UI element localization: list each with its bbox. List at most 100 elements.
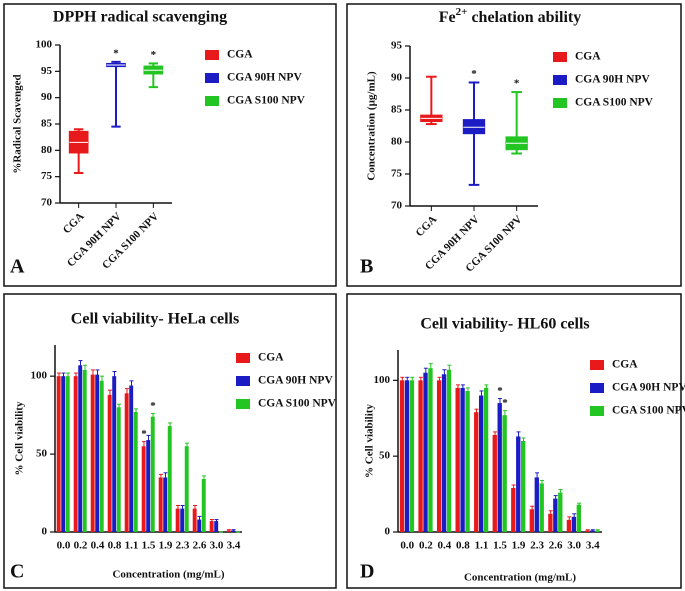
bar bbox=[124, 393, 129, 532]
bar bbox=[418, 380, 423, 532]
bar bbox=[441, 374, 447, 532]
bar bbox=[146, 440, 151, 532]
x-tick-label: 0.2 bbox=[419, 540, 433, 552]
y-tick-label: 100 bbox=[31, 370, 48, 382]
legend-label: CGA S100 NPV bbox=[258, 398, 337, 410]
bar bbox=[521, 441, 526, 532]
x-tick-label: 0.0 bbox=[400, 540, 414, 552]
legend-swatch bbox=[205, 50, 219, 60]
bar bbox=[129, 385, 134, 532]
legend-label: CGA bbox=[258, 352, 284, 364]
panel-label: B bbox=[360, 256, 373, 278]
x-tick-label: CGA bbox=[61, 210, 87, 236]
annotation: * bbox=[141, 428, 147, 440]
panel-label: A bbox=[10, 256, 25, 278]
y-tick-label: 50 bbox=[36, 448, 48, 460]
bar bbox=[585, 530, 590, 532]
bar bbox=[566, 519, 572, 532]
x-axis-label: Concentration (mg/mL) bbox=[112, 569, 224, 581]
y-tick-label: 70 bbox=[41, 197, 53, 209]
box bbox=[462, 119, 486, 135]
x-tick-label: 1.9 bbox=[159, 540, 173, 552]
legend-swatch bbox=[205, 96, 219, 106]
bar bbox=[502, 415, 507, 532]
bar bbox=[82, 369, 87, 532]
x-tick-label: 0.8 bbox=[108, 540, 122, 552]
x-tick-label: 0.4 bbox=[437, 540, 451, 552]
bar bbox=[423, 372, 428, 532]
bar bbox=[167, 426, 172, 532]
y-axis-label: %Radical Scavenged bbox=[12, 74, 24, 173]
chart-title: Fe2+ chelation ability bbox=[439, 6, 581, 26]
bar bbox=[95, 374, 100, 532]
legend-swatch bbox=[553, 98, 567, 108]
y-tick-label: 85 bbox=[391, 104, 403, 116]
bar bbox=[192, 508, 197, 532]
legend-label: CGA S100 NPV bbox=[227, 95, 306, 107]
x-tick-label: 2.3 bbox=[176, 540, 190, 552]
chart-title: Cell viability- HeLa cells bbox=[71, 311, 239, 328]
x-tick-label: 3.4 bbox=[227, 540, 241, 552]
y-tick-label: 90 bbox=[41, 91, 53, 103]
legend-swatch bbox=[553, 75, 567, 85]
bar bbox=[548, 513, 553, 532]
bar bbox=[99, 380, 104, 532]
bar bbox=[595, 530, 600, 532]
y-tick-label: 100 bbox=[36, 39, 53, 51]
bar bbox=[492, 434, 497, 532]
bar bbox=[184, 446, 189, 532]
annotation: * bbox=[514, 78, 520, 90]
x-axis-label: Concentration (mg/mL) bbox=[464, 572, 576, 584]
bar bbox=[141, 446, 146, 532]
bar bbox=[180, 508, 185, 532]
bar bbox=[534, 477, 539, 532]
bar bbox=[478, 395, 484, 532]
bar bbox=[112, 376, 117, 532]
bar bbox=[576, 504, 581, 532]
bar bbox=[56, 376, 61, 532]
annotation: * bbox=[113, 47, 119, 59]
x-tick-label: 3.0 bbox=[210, 540, 224, 552]
legend-label: CGA 90H NPV bbox=[612, 382, 685, 394]
annotation: * bbox=[151, 49, 157, 61]
legend-label: CGA bbox=[227, 49, 253, 61]
bar bbox=[511, 488, 516, 532]
chart-title: Cell viability- HL60 cells bbox=[420, 316, 589, 333]
x-tick-label: 2.6 bbox=[193, 540, 207, 552]
bar bbox=[553, 498, 558, 532]
y-tick-label: 50 bbox=[379, 450, 391, 462]
y-axis-label: % Cell viability bbox=[364, 404, 376, 478]
bar bbox=[590, 530, 595, 532]
bar bbox=[197, 519, 202, 532]
bar bbox=[558, 492, 563, 532]
bar bbox=[61, 376, 66, 532]
bar bbox=[497, 403, 502, 532]
annotation: * bbox=[471, 68, 477, 80]
bar bbox=[455, 387, 460, 532]
bar bbox=[446, 369, 452, 532]
bar bbox=[436, 380, 442, 532]
bar bbox=[214, 521, 219, 532]
y-tick-label: 75 bbox=[41, 170, 53, 182]
panel-label: D bbox=[360, 561, 374, 583]
title-text: chelation ability bbox=[467, 9, 581, 26]
bar bbox=[465, 390, 470, 532]
title-text: Fe bbox=[439, 9, 456, 26]
bar bbox=[73, 376, 78, 532]
panel-border bbox=[346, 293, 682, 589]
title-superscript: 2+ bbox=[456, 6, 468, 18]
bar bbox=[399, 380, 405, 532]
x-tick-label: 0.0 bbox=[57, 540, 71, 552]
bar bbox=[460, 387, 465, 532]
bar bbox=[201, 479, 206, 532]
bar bbox=[529, 509, 535, 532]
legend-label: CGA bbox=[575, 51, 601, 63]
annotation: * bbox=[497, 385, 503, 397]
bar bbox=[150, 416, 155, 532]
y-tick-label: 100 bbox=[374, 374, 391, 386]
legend-swatch bbox=[590, 383, 604, 393]
bar bbox=[571, 516, 577, 532]
x-tick-label: 1.5 bbox=[493, 540, 507, 552]
y-tick-label: 0 bbox=[385, 526, 391, 538]
